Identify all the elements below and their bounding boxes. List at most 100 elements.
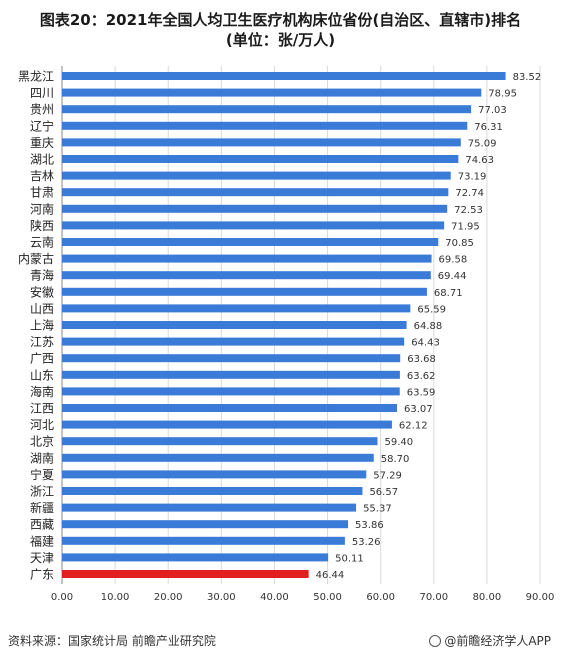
category-label: 西藏 (30, 518, 54, 532)
category-label: 山西 (30, 302, 54, 316)
bar (62, 470, 367, 479)
value-label: 53.86 (355, 520, 384, 531)
brand-text: @前瞻经济学人APP (444, 634, 551, 648)
value-label: 75.09 (468, 138, 497, 149)
title-line-2: (单位：张/万人) (225, 31, 336, 49)
bar (62, 453, 374, 462)
category-label: 海南 (30, 384, 54, 399)
x-tick-label: 70.00 (419, 592, 448, 603)
category-label: 天津 (30, 551, 54, 565)
value-label: 77.03 (478, 105, 507, 116)
bar (62, 155, 459, 163)
category-label: 宁夏 (30, 467, 54, 482)
bar (62, 72, 506, 80)
value-label: 50.11 (335, 553, 364, 564)
category-label: 安徽 (30, 284, 54, 299)
x-tick-label: 90.00 (526, 592, 555, 603)
value-label: 83.52 (513, 72, 542, 83)
value-label: 63.68 (407, 354, 436, 365)
value-label: 63.62 (407, 371, 436, 382)
value-label: 64.88 (414, 321, 443, 332)
value-label: 74.63 (465, 155, 494, 166)
category-label: 山东 (30, 368, 54, 382)
value-label: 64.43 (411, 338, 440, 349)
bar (62, 221, 445, 230)
category-label: 吉林 (30, 169, 54, 183)
category-label: 广东 (30, 568, 54, 582)
category-label: 青海 (30, 268, 54, 283)
bar (62, 420, 392, 429)
value-label: 56.57 (369, 487, 398, 498)
category-label: 广西 (30, 352, 54, 366)
x-tick-label: 80.00 (473, 592, 502, 603)
category-label: 湖北 (30, 152, 54, 167)
bar (62, 370, 400, 379)
x-tick-label: 40.00 (260, 592, 289, 603)
bar (62, 354, 401, 363)
value-label: 63.07 (404, 404, 433, 415)
x-tick-label: 50.00 (313, 592, 342, 603)
bar (62, 437, 378, 446)
category-label: 福建 (30, 533, 54, 548)
x-tick-label: 10.00 (101, 592, 130, 603)
bar (62, 321, 407, 329)
x-tick-label: 60.00 (366, 592, 395, 603)
bar (62, 138, 461, 147)
category-label: 四川 (30, 86, 54, 100)
category-label: 重庆 (30, 136, 54, 150)
value-label: 76.31 (474, 122, 503, 133)
category-label: 云南 (30, 235, 54, 250)
bar (62, 553, 329, 562)
bar (62, 487, 363, 495)
category-label: 湖南 (30, 450, 54, 465)
category-label: 江西 (30, 402, 54, 416)
value-label: 78.95 (488, 89, 517, 100)
bar (62, 387, 400, 396)
value-label: 53.26 (352, 537, 381, 548)
bar (62, 171, 451, 180)
brand-logo-icon (429, 635, 442, 647)
category-label: 江苏 (30, 335, 54, 349)
bar (62, 404, 397, 412)
title-line-1: 图表20：2021年全国人均卫生医疗机构床位省份(自治区、直辖市)排名 (39, 11, 522, 29)
value-label: 68.71 (434, 288, 463, 299)
value-label: 69.58 (439, 255, 468, 266)
bar (62, 238, 439, 246)
bar (62, 304, 411, 313)
value-label: 72.53 (454, 205, 483, 216)
value-label: 46.44 (316, 570, 345, 581)
bar (62, 88, 482, 97)
bar (62, 105, 472, 114)
x-tick-label: 0.00 (51, 592, 73, 603)
category-label: 辽宁 (30, 118, 54, 133)
category-label: 河南 (30, 201, 54, 216)
value-label: 62.12 (399, 421, 428, 432)
value-label: 72.74 (455, 188, 484, 199)
bar (62, 254, 432, 263)
value-label: 73.19 (458, 172, 487, 183)
bar (62, 287, 427, 296)
bar (62, 570, 309, 578)
category-label: 贵州 (30, 103, 54, 117)
value-label: 63.59 (407, 387, 436, 398)
bar (62, 520, 349, 529)
bar (62, 204, 448, 213)
bar (62, 271, 431, 280)
bar (62, 188, 449, 197)
bar-chart: 0.00 10.00 20.00 30.00 40.00 50.00 60.00 70.00 8… (18, 66, 555, 603)
bar (62, 503, 357, 512)
source-note: 资料来源：国家统计局 前瞻产业研究院 (8, 634, 216, 648)
category-label: 内蒙古 (18, 251, 54, 266)
x-tick-label: 20.00 (154, 592, 183, 603)
category-label: 上海 (30, 318, 54, 333)
bar (62, 536, 345, 545)
bar (62, 121, 468, 130)
category-label: 甘肃 (30, 186, 54, 200)
category-label: 陕西 (30, 218, 54, 233)
bar (62, 337, 405, 346)
value-label: 59.40 (384, 437, 413, 448)
category-label: 新疆 (30, 500, 54, 515)
value-label: 58.70 (381, 454, 410, 465)
value-label: 69.44 (438, 271, 467, 282)
category-label: 黑龙江 (18, 70, 54, 84)
